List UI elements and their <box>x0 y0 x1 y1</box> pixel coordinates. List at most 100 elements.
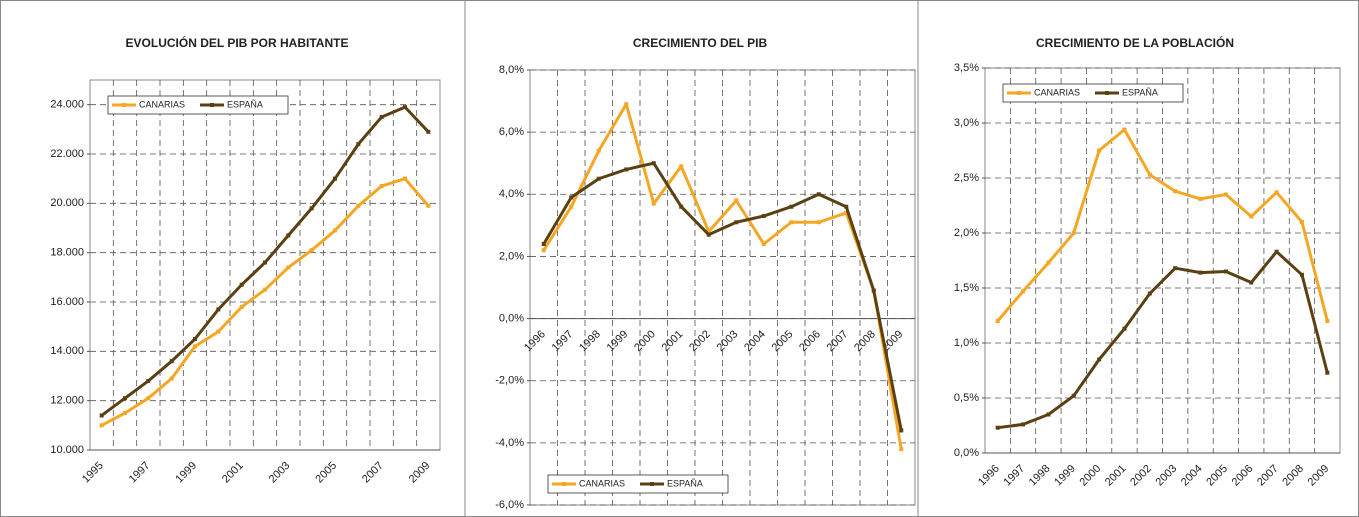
point-marker <box>1071 231 1076 235</box>
point-marker <box>356 203 361 208</box>
y-tick-label: 14.000 <box>50 345 84 357</box>
x-tick-label: 1999 <box>173 460 199 486</box>
point-marker <box>263 287 267 292</box>
point-marker <box>426 129 431 134</box>
point-marker <box>679 164 684 169</box>
point-marker <box>333 176 337 181</box>
point-marker <box>426 203 431 208</box>
y-tick-label: 22.000 <box>50 148 84 160</box>
y-tick-label: 3,0% <box>954 117 979 129</box>
point-marker <box>1147 172 1152 177</box>
y-tick-label: 6,0% <box>499 126 524 138</box>
x-tick-label: 2006 <box>1230 463 1256 489</box>
series-line <box>542 161 903 431</box>
point-marker <box>309 248 314 253</box>
legend-label: CANARIAS <box>139 99 185 109</box>
point-marker <box>403 105 407 110</box>
y-tick-label: 12.000 <box>50 395 84 407</box>
point-marker <box>1071 393 1076 398</box>
x-tick-label: 2008 <box>852 328 878 354</box>
y-tick-label: 18.000 <box>50 247 84 259</box>
y-tick-label: 2,5% <box>954 172 979 184</box>
point-marker <box>789 204 794 209</box>
x-tick-label: 1996 <box>976 463 1002 489</box>
point-marker <box>216 307 221 312</box>
point-marker <box>1198 270 1203 275</box>
x-tick-label: 1998 <box>1027 463 1053 489</box>
point-marker <box>844 210 849 215</box>
series-line <box>996 128 1329 322</box>
legend-marker <box>1105 91 1109 95</box>
point-marker <box>263 260 267 265</box>
legend-marker <box>562 482 566 486</box>
point-marker <box>286 265 291 270</box>
point-marker <box>403 176 407 181</box>
point-marker <box>734 220 739 225</box>
point-marker <box>596 176 601 181</box>
plot-area <box>89 79 441 451</box>
point-marker <box>146 396 151 401</box>
y-tick-label: 10.000 <box>50 444 84 456</box>
point-marker <box>1173 266 1178 271</box>
point-marker <box>1274 190 1279 195</box>
point-marker <box>1021 422 1026 427</box>
legend-label: ESPAÑA <box>1122 87 1158 97</box>
chart-title: CRECIMIENTO DEL PIB <box>633 36 768 50</box>
point-marker <box>1046 260 1051 265</box>
point-marker <box>1198 196 1203 201</box>
x-tick-label: 2001 <box>660 328 686 354</box>
x-tick-label: 1999 <box>605 328 631 354</box>
y-tick-label: 0,5% <box>954 392 979 404</box>
point-marker <box>1147 291 1152 296</box>
point-marker <box>286 233 291 238</box>
legend-label: CANARIAS <box>1034 87 1080 97</box>
point-marker <box>569 195 574 200</box>
y-tick-label: 24.000 <box>50 99 84 111</box>
point-marker <box>624 102 629 107</box>
x-tick-label: 1997 <box>550 328 576 354</box>
x-tick-label: 2000 <box>632 328 658 354</box>
legend-label: CANARIAS <box>579 478 625 488</box>
legend-marker <box>210 103 214 107</box>
y-tick-label: -6,0% <box>495 499 524 511</box>
point-marker <box>1122 326 1127 331</box>
point-marker <box>789 220 794 225</box>
x-tick-label: 1996 <box>522 328 548 354</box>
chart-title: EVOLUCIÓN DEL PIB POR HABITANTE <box>126 35 349 50</box>
x-tick-label: 2000 <box>1077 463 1103 489</box>
point-marker <box>651 201 656 206</box>
point-marker <box>356 142 361 147</box>
legend-label: ESPAÑA <box>227 99 263 109</box>
point-marker <box>1223 269 1228 274</box>
point-marker <box>1223 192 1228 197</box>
x-tick-label: 2009 <box>407 460 433 486</box>
point-marker <box>871 288 876 293</box>
y-tick-label: -2,0% <box>495 375 524 387</box>
point-marker <box>679 204 684 209</box>
x-tick-label: 2008 <box>1280 463 1306 489</box>
legend-marker <box>122 103 126 107</box>
y-tick-label: 1,5% <box>954 282 979 294</box>
y-tick-label: 8,0% <box>499 64 524 76</box>
x-tick-label: 2005 <box>1204 463 1230 489</box>
y-tick-label: 0,0% <box>499 312 524 324</box>
point-marker <box>216 329 221 334</box>
x-tick-label: 1998 <box>577 328 603 354</box>
series-line <box>542 102 903 450</box>
point-marker <box>596 148 601 153</box>
point-marker <box>844 204 849 209</box>
x-tick-label: 2005 <box>313 460 339 486</box>
x-tick-label: 2003 <box>715 328 741 354</box>
point-marker <box>193 344 197 349</box>
x-tick-label: 1997 <box>127 460 153 486</box>
point-marker <box>734 198 739 203</box>
series-line <box>997 250 1329 430</box>
point-marker <box>146 378 151 383</box>
legend-box <box>107 95 289 115</box>
point-marker <box>1299 272 1304 277</box>
legend-marker <box>1017 91 1021 95</box>
chart-title: CRECIMIENTO DE LA POBLACIÓN <box>1036 35 1234 50</box>
point-marker <box>333 228 337 233</box>
point-marker <box>899 447 904 452</box>
